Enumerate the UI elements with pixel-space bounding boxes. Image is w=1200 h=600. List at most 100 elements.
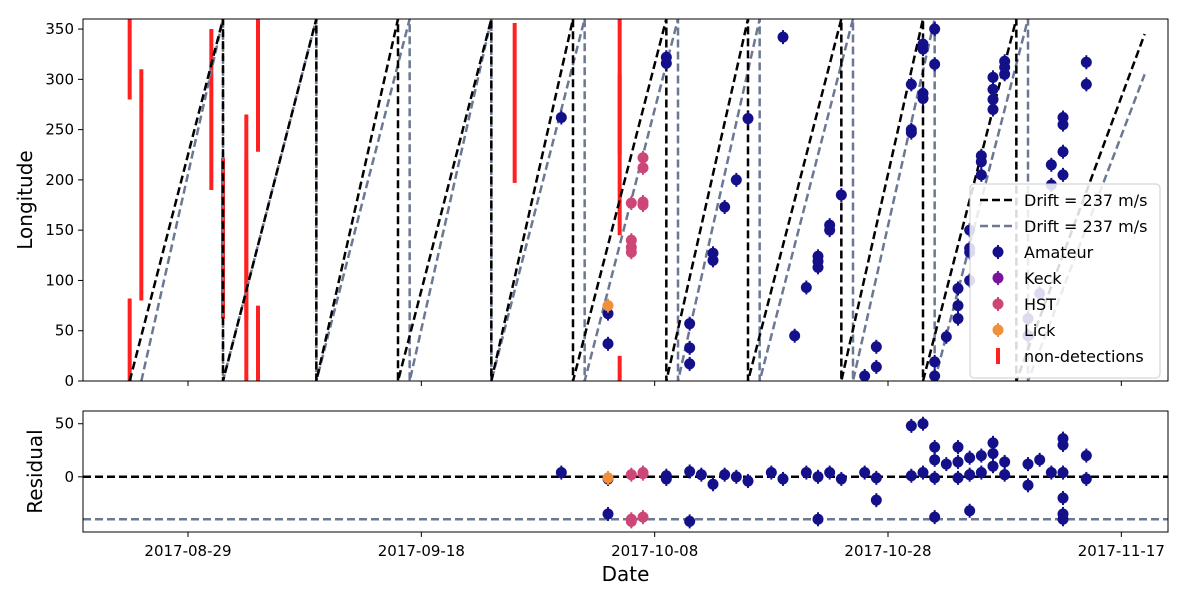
x-tick-label: 2017-10-28 (844, 542, 931, 560)
data-point-amateur (952, 456, 964, 468)
data-point-amateur (695, 469, 707, 481)
data-point-amateur (917, 418, 929, 430)
x-axis-title: Date (602, 562, 650, 586)
data-point-hst (637, 162, 649, 174)
data-point-amateur (929, 441, 941, 453)
data-point-hst (637, 152, 649, 164)
nondetection-group (127, 19, 622, 381)
data-point-amateur (975, 169, 987, 181)
legend-label: Drift = 237 m/s (1024, 191, 1147, 210)
x-tick-label: 2017-09-18 (378, 542, 465, 560)
data-point-amateur (1022, 458, 1034, 470)
data-point-amateur (1080, 473, 1092, 485)
data-point-amateur (1057, 467, 1069, 479)
data-point-amateur (602, 338, 614, 350)
bottom-axes-frame (82, 410, 1169, 533)
y-tick-label: 50 (55, 415, 74, 433)
longitude-panel: 0 50 100 150 200 250 300 350 Longitude Drift = 23… (13, 18, 1169, 390)
data-point-amateur (870, 341, 882, 353)
data-point-amateur (905, 470, 917, 482)
data-point-amateur (975, 450, 987, 462)
drift-line-black (128, 19, 1146, 381)
data-point-amateur (602, 508, 614, 520)
data-point-amateur (1045, 467, 1057, 479)
data-point-hst (625, 513, 637, 525)
data-point-amateur (964, 505, 976, 517)
data-point-amateur (975, 467, 987, 479)
data-point-amateur (812, 513, 824, 525)
data-point-amateur (555, 112, 567, 124)
data-point-amateur (1034, 454, 1046, 466)
x-tick-label: 2017-11-17 (1078, 542, 1165, 560)
data-point-amateur (929, 356, 941, 368)
y-tick-label: 350 (45, 20, 74, 38)
data-point-amateur (1057, 146, 1069, 158)
data-point-amateur (917, 38, 929, 50)
data-point-hst (637, 511, 649, 523)
data-point-amateur (824, 224, 836, 236)
data-point-amateur (917, 467, 929, 479)
data-point-hst (625, 197, 637, 209)
data-point-hst (637, 196, 649, 208)
data-point-amateur (742, 113, 754, 125)
data-point-amateur (1080, 56, 1092, 68)
data-point-amateur (929, 23, 941, 35)
legend-swatch-marker (992, 324, 1004, 336)
data-point-amateur (1057, 492, 1069, 504)
data-point-amateur (1057, 169, 1069, 181)
data-point-hst (625, 469, 637, 481)
data-point-amateur (952, 313, 964, 325)
data-point-amateur (952, 300, 964, 312)
data-point-amateur (905, 127, 917, 139)
top-axes-frame (82, 18, 1169, 382)
data-point-amateur (987, 93, 999, 105)
data-point-amateur (555, 467, 567, 479)
legend-label: Drift = 237 m/s (1024, 217, 1147, 236)
data-point-amateur (707, 478, 719, 490)
y-axis-title-residual: Residual (23, 429, 47, 513)
data-point-amateur (905, 78, 917, 90)
data-point-amateur (940, 458, 952, 470)
legend-swatch-marker (992, 272, 1004, 284)
data-point-amateur (742, 475, 754, 487)
data-point-amateur (730, 471, 742, 483)
legend-swatch-marker (992, 298, 1004, 310)
data-point-amateur (917, 92, 929, 104)
data-point-amateur (684, 515, 696, 527)
x-tick-label: 2017-10-08 (611, 542, 698, 560)
data-point-amateur (870, 494, 882, 506)
data-point-amateur (1080, 78, 1092, 90)
data-point-lick (602, 472, 614, 484)
data-point-amateur (1057, 513, 1069, 525)
data-point-amateur (870, 472, 882, 484)
data-point-amateur (824, 467, 836, 479)
data-point-amateur (1057, 112, 1069, 124)
data-point-amateur (707, 247, 719, 259)
data-point-amateur (1057, 439, 1069, 451)
data-point-amateur (800, 467, 812, 479)
data-point-amateur (952, 282, 964, 294)
data-point-amateur (765, 467, 777, 479)
data-point-amateur (964, 452, 976, 464)
y-tick-label: 0 (64, 372, 74, 390)
data-point-amateur (719, 201, 731, 213)
y-tick-label: 300 (45, 70, 74, 88)
data-point-amateur (719, 469, 731, 481)
data-point-amateur (929, 454, 941, 466)
legend-label: HST (1024, 295, 1056, 314)
data-point-lick (602, 300, 614, 312)
data-point-amateur (835, 473, 847, 485)
data-point-amateur (660, 57, 672, 69)
data-point-amateur (987, 437, 999, 449)
residual-panel: 0 50 2017-08-29 2017-09-18 2017-10-08 2017-10… (23, 410, 1169, 586)
y-axis-title-longitude: Longitude (13, 150, 37, 249)
data-point-amateur (987, 104, 999, 115)
data-point-amateur (987, 460, 999, 472)
data-point-amateur (730, 174, 742, 186)
data-point-amateur (929, 370, 941, 381)
y-tick-label: 0 (64, 468, 74, 486)
data-point-amateur (999, 55, 1011, 67)
data-point-amateur (999, 456, 1011, 468)
data-point-amateur (929, 511, 941, 523)
